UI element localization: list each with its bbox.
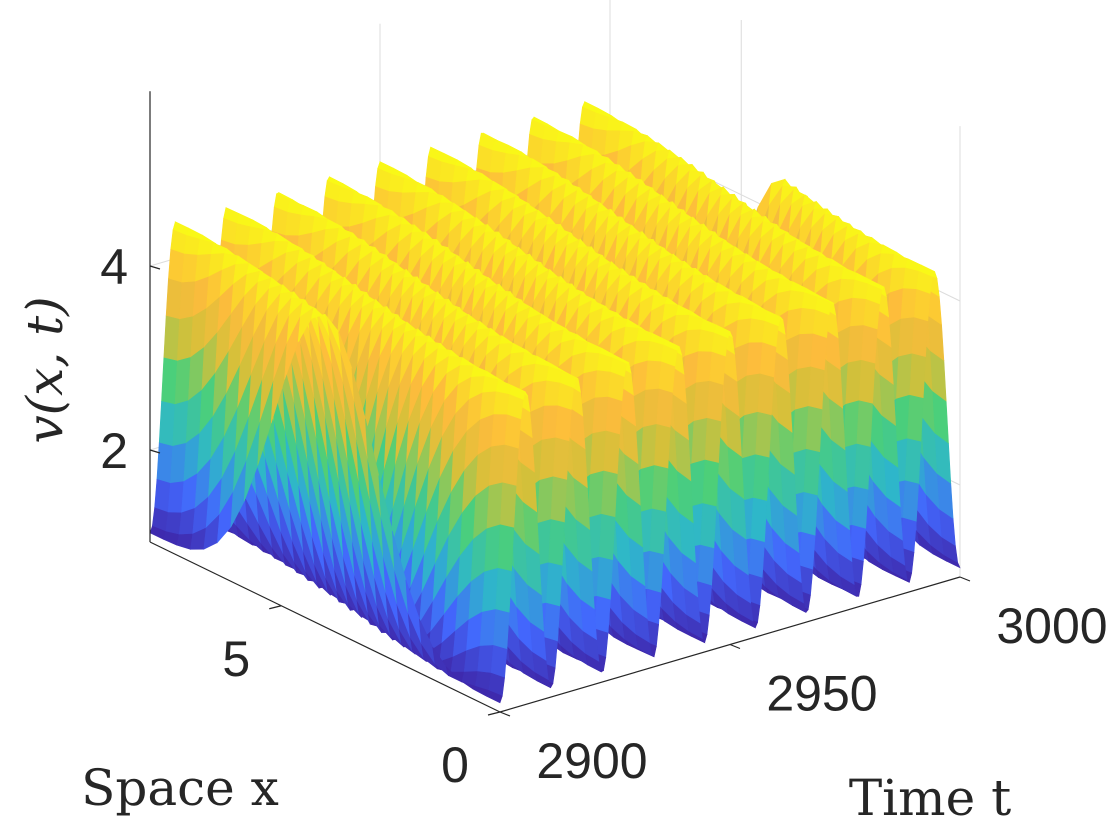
surface-patch: [606, 116, 624, 132]
surface-patch: [156, 442, 174, 484]
surface-patch: [891, 253, 909, 269]
surface-patch: [461, 671, 479, 687]
surface-patch: [176, 533, 194, 550]
surface-patch: [351, 191, 368, 205]
surface-patch: [154, 479, 171, 513]
surface-patch: [476, 144, 493, 173]
surface-patch: [902, 267, 920, 290]
surface-patch: [271, 206, 289, 236]
surface-patch: [234, 223, 251, 246]
surface-patch: [163, 315, 180, 362]
surface-patch: [594, 370, 612, 399]
surface-patch: [698, 329, 715, 353]
surface-patch: [556, 130, 573, 144]
surface-patch: [849, 297, 867, 327]
surface-patch: [300, 205, 318, 217]
surface-patch: [165, 512, 182, 536]
surface-patch: [540, 139, 557, 165]
surface-patch: [168, 248, 185, 284]
surface-patch: [181, 253, 198, 284]
surface-patch: [542, 125, 560, 143]
surface-patch: [645, 360, 662, 391]
surface-patch: [335, 201, 353, 228]
surface-patch: [620, 121, 637, 132]
surface-patch: [647, 341, 664, 363]
surface-patch: [170, 442, 187, 484]
surface-patch: [183, 235, 201, 256]
surface-patch: [158, 401, 176, 447]
surface-patch: [799, 307, 816, 335]
surface-patch: [880, 244, 898, 255]
surface-patch: [165, 278, 183, 320]
surface-patch: [285, 211, 302, 237]
surface-patch: [161, 357, 178, 405]
surface-patch: [489, 150, 507, 174]
surface-patch: [401, 177, 419, 194]
surface-patch: [900, 288, 917, 320]
surface-patch: [439, 161, 456, 183]
surface-patch: [748, 318, 766, 344]
surface-patch: [544, 380, 561, 407]
surface-mesh: [149, 101, 961, 704]
surface-patch: [167, 481, 185, 514]
